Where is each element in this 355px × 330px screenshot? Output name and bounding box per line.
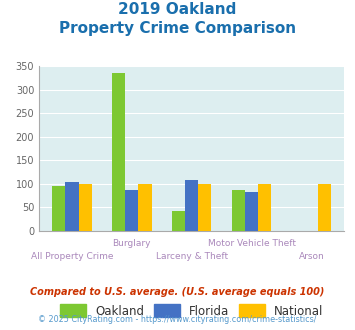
- Text: © 2025 CityRating.com - https://www.cityrating.com/crime-statistics/: © 2025 CityRating.com - https://www.city…: [38, 315, 317, 324]
- Bar: [138, 184, 152, 231]
- Text: 2019 Oakland: 2019 Oakland: [118, 2, 237, 16]
- Text: Larceny & Theft: Larceny & Theft: [155, 252, 228, 261]
- Bar: [318, 184, 331, 231]
- Bar: [232, 190, 245, 231]
- Bar: [198, 184, 212, 231]
- Bar: [258, 184, 271, 231]
- Legend: Oakland, Florida, National: Oakland, Florida, National: [55, 300, 328, 322]
- Bar: [112, 73, 125, 231]
- Bar: [245, 192, 258, 231]
- Bar: [65, 182, 78, 231]
- Text: All Property Crime: All Property Crime: [31, 252, 113, 261]
- Text: Compared to U.S. average. (U.S. average equals 100): Compared to U.S. average. (U.S. average …: [30, 287, 325, 297]
- Bar: [172, 211, 185, 231]
- Bar: [78, 184, 92, 231]
- Bar: [185, 180, 198, 231]
- Bar: [52, 186, 65, 231]
- Text: Arson: Arson: [299, 252, 324, 261]
- Text: Motor Vehicle Theft: Motor Vehicle Theft: [208, 239, 296, 248]
- Bar: [125, 189, 138, 231]
- Text: Property Crime Comparison: Property Crime Comparison: [59, 21, 296, 36]
- Text: Burglary: Burglary: [113, 239, 151, 248]
